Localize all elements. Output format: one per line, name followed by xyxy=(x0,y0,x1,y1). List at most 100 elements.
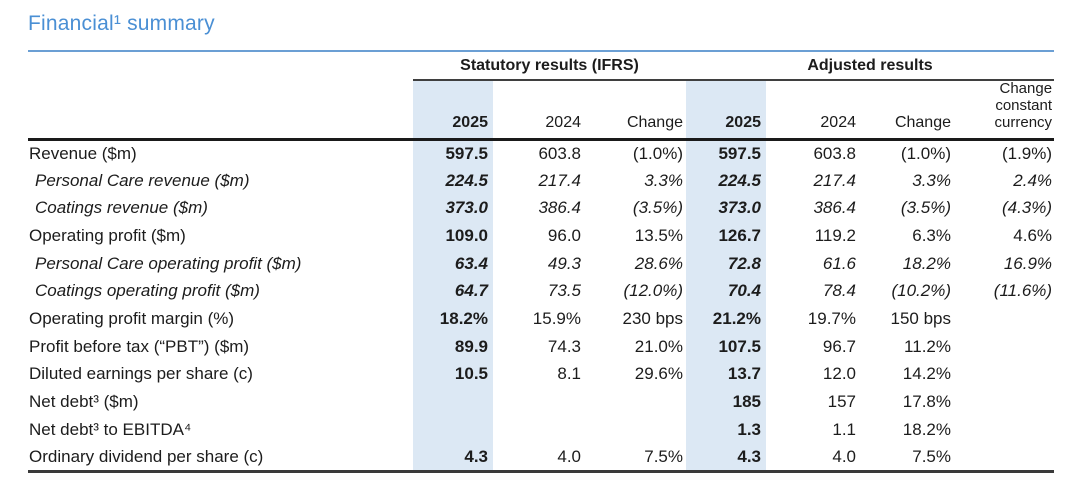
cell-statutory-2024: 96.0 xyxy=(547,226,581,245)
group-header-row: Statutory results (IFRS) Adjusted result… xyxy=(28,52,1055,81)
cell-statutory-2025 xyxy=(413,415,493,444)
cell-change-constant-currency xyxy=(951,388,1054,416)
cell-adjusted-change: 17.8% xyxy=(902,392,951,412)
table-row: Operating profit ($m) 109.0 96.0 13.5% 1… xyxy=(28,222,1054,250)
cell-statutory-change: (1.0%) xyxy=(632,143,683,163)
cell-statutory-change: (3.5%) xyxy=(632,198,683,218)
cell-adjusted-2024: 1.1 xyxy=(832,419,856,439)
cell-statutory-2025 xyxy=(413,388,493,416)
cell-change-constant-currency xyxy=(951,416,1054,444)
column-header-change-constant-currency: Change constant currency xyxy=(951,80,1055,141)
cell-change-constant-currency: (1.9%) xyxy=(1001,143,1053,163)
row-label: Profit before tax (“PBT”) ($m) xyxy=(29,336,250,356)
table-row: Ordinary dividend per share (c) 4.3 4.0 … xyxy=(28,443,1055,473)
cell-statutory-change: 13.5% xyxy=(634,226,683,245)
title-divider-rule xyxy=(28,50,1054,52)
cell-adjusted-2025: 1.3 xyxy=(686,415,766,444)
cell-change-constant-currency xyxy=(951,443,1055,473)
cell-statutory-change xyxy=(581,416,686,444)
column-header-statutory-2025: 2025 xyxy=(413,80,493,141)
cell-statutory-2024: 4.0 xyxy=(493,443,581,473)
cell-adjusted-2025: 70.4 xyxy=(686,277,766,306)
cell-statutory-2024: 603.8 xyxy=(538,143,581,163)
cell-adjusted-2025: 4.3 xyxy=(686,443,766,473)
cell-statutory-2025: 64.7 xyxy=(413,277,493,306)
cell-statutory-2024: 8.1 xyxy=(557,364,581,384)
row-label: Revenue ($m) xyxy=(29,143,137,163)
cell-adjusted-change: 14.2% xyxy=(902,364,951,384)
row-label: Coatings operating profit ($m) xyxy=(35,281,260,301)
cell-statutory-2024: 386.4 xyxy=(538,198,581,218)
cell-statutory-2024 xyxy=(493,388,581,416)
group-header-statutory: Statutory results (IFRS) xyxy=(413,52,686,81)
cell-statutory-2025: 89.9 xyxy=(413,332,493,361)
cell-statutory-change: 21.0% xyxy=(634,336,683,356)
group-header-adjusted: Adjusted results xyxy=(686,52,1055,81)
cell-adjusted-2025: 126.7 xyxy=(686,222,766,250)
cell-adjusted-2025: 597.5 xyxy=(686,139,766,167)
column-header-statutory-change: Change xyxy=(581,80,686,141)
column-header-adjusted-2024: 2024 xyxy=(766,80,856,141)
cell-adjusted-2024: 603.8 xyxy=(813,143,856,163)
cell-adjusted-2024: 12.0 xyxy=(822,364,856,384)
cell-adjusted-2025: 373.0 xyxy=(686,194,766,223)
cell-statutory-2025: 10.5 xyxy=(413,360,493,389)
cell-adjusted-change: 3.3% xyxy=(912,170,951,190)
cell-adjusted-2025: 224.5 xyxy=(686,166,766,195)
table-row: Coatings revenue ($m) 373.0 386.4 (3.5%)… xyxy=(28,194,1054,223)
table-row: Operating profit margin (%) 18.2% 15.9% … xyxy=(28,305,1054,333)
change-constant-currency-label: Change constant currency xyxy=(994,80,1053,131)
row-label: Personal Care revenue ($m) xyxy=(35,170,250,190)
cell-statutory-2024: 73.5 xyxy=(547,281,581,301)
cell-adjusted-2024: 157 xyxy=(827,392,856,412)
cell-adjusted-2024: 78.4 xyxy=(822,281,856,301)
column-header-row: 2025 2024 Change 2025 2024 Change Change… xyxy=(28,80,1055,141)
cell-adjusted-change: 18.2% xyxy=(902,253,951,273)
cell-statutory-2025: 373.0 xyxy=(413,194,493,223)
cell-adjusted-2025: 72.8 xyxy=(686,249,766,278)
cell-statutory-2025: 18.2% xyxy=(413,305,493,333)
cell-adjusted-change: 6.3% xyxy=(912,226,951,245)
cell-statutory-change: 7.5% xyxy=(581,443,686,473)
cell-statutory-2024: 49.3 xyxy=(547,253,581,273)
row-label: Net debt³ to EBITDA⁴ xyxy=(29,419,192,439)
row-label: Ordinary dividend per share (c) xyxy=(28,443,413,473)
cell-statutory-change: 28.6% xyxy=(634,253,683,273)
cell-change-constant-currency: 4.6% xyxy=(1013,226,1053,245)
cell-adjusted-change: 150 bps xyxy=(890,309,952,329)
column-header-adjusted-2025: 2025 xyxy=(686,80,766,141)
cell-change-constant-currency xyxy=(951,333,1054,361)
cell-statutory-change: 29.6% xyxy=(634,364,683,384)
table-row: Net debt³ ($m) 185 157 17.8% xyxy=(28,388,1054,416)
cell-adjusted-change: (3.5%) xyxy=(900,198,951,218)
table-row: Profit before tax (“PBT”) ($m) 89.9 74.3… xyxy=(28,332,1054,361)
financial-summary-table: Statutory results (IFRS) Adjusted result… xyxy=(28,52,1055,473)
cell-statutory-2024: 74.3 xyxy=(547,336,581,356)
table-row: Net debt³ to EBITDA⁴ 1.3 1.1 18.2% xyxy=(28,415,1054,444)
row-label: Operating profit margin (%) xyxy=(29,309,235,329)
table-body: Revenue ($m) 597.5 603.8 (1.0%) 597.5 60… xyxy=(28,139,1055,473)
cell-statutory-2025: 224.5 xyxy=(413,166,493,195)
cell-change-constant-currency xyxy=(951,361,1054,389)
cell-change-constant-currency xyxy=(951,305,1054,333)
row-label: Coatings revenue ($m) xyxy=(35,198,208,218)
cell-adjusted-change: 11.2% xyxy=(904,336,951,356)
cell-adjusted-2024: 119.2 xyxy=(814,226,856,245)
row-label: Net debt³ ($m) xyxy=(29,392,139,412)
row-label: Operating profit ($m) xyxy=(29,226,186,245)
cell-statutory-2024 xyxy=(493,416,581,444)
cell-statutory-change: 3.3% xyxy=(644,170,683,190)
financial-summary-page: Financial¹ summary Statutory results (IF… xyxy=(28,12,1055,473)
column-header-statutory-2024: 2024 xyxy=(493,80,581,141)
cell-statutory-2025: 63.4 xyxy=(413,249,493,278)
cell-adjusted-2025: 21.2% xyxy=(686,305,766,333)
cell-adjusted-2025: 13.7 xyxy=(686,360,766,389)
cell-adjusted-change: 7.5% xyxy=(856,443,951,473)
cell-statutory-2025: 109.0 xyxy=(413,222,493,250)
cell-adjusted-2024: 386.4 xyxy=(813,198,856,218)
cell-adjusted-2024: 61.6 xyxy=(822,253,856,273)
cell-change-constant-currency: (11.6%) xyxy=(993,281,1053,301)
page-title: Financial¹ summary xyxy=(28,12,215,35)
cell-statutory-2024: 217.4 xyxy=(538,170,581,190)
row-label: Diluted earnings per share (c) xyxy=(29,364,253,384)
